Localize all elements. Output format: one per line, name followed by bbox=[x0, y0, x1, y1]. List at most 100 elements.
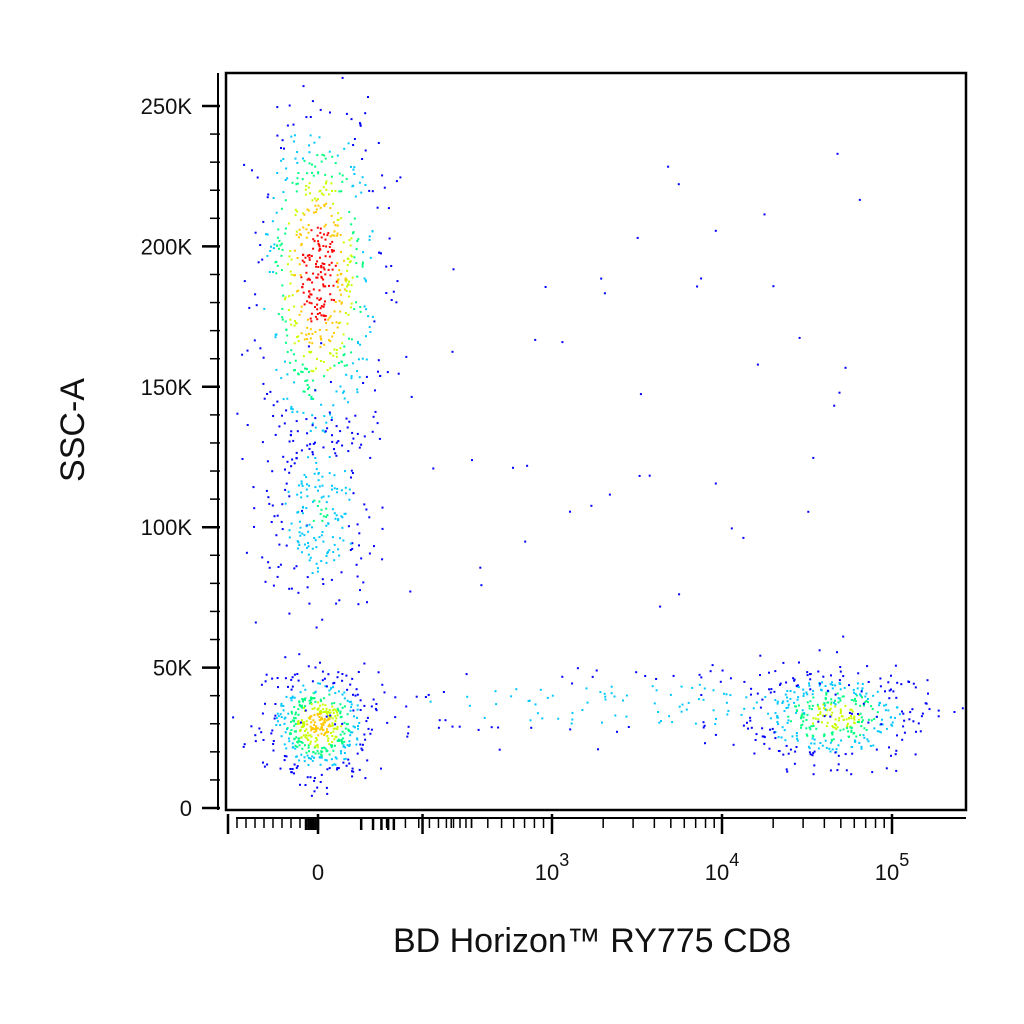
data-point bbox=[356, 240, 359, 242]
data-point bbox=[850, 717, 853, 720]
data-point bbox=[337, 519, 340, 522]
data-point bbox=[337, 709, 340, 712]
data-point bbox=[282, 158, 285, 160]
data-point bbox=[302, 283, 305, 286]
data-point bbox=[352, 168, 355, 171]
data-point bbox=[336, 234, 339, 237]
data-point bbox=[800, 724, 803, 727]
data-point bbox=[345, 373, 348, 376]
data-point bbox=[305, 184, 308, 187]
data-point bbox=[328, 255, 331, 258]
data-point bbox=[291, 695, 294, 698]
data-point bbox=[625, 694, 628, 697]
data-point bbox=[320, 403, 323, 406]
data-point bbox=[311, 526, 313, 529]
data-point bbox=[295, 457, 298, 460]
data-point bbox=[313, 790, 316, 793]
data-point bbox=[336, 285, 339, 288]
data-point bbox=[300, 305, 303, 308]
data-point bbox=[324, 314, 327, 317]
data-point bbox=[356, 716, 358, 719]
data-point bbox=[320, 160, 323, 163]
data-point bbox=[835, 728, 838, 731]
data-point bbox=[320, 534, 323, 537]
data-point bbox=[333, 249, 335, 252]
data-point bbox=[789, 697, 792, 700]
data-point bbox=[303, 744, 306, 747]
data-point bbox=[837, 701, 840, 704]
data-point bbox=[569, 510, 571, 513]
data-point bbox=[853, 739, 856, 742]
data-point bbox=[355, 262, 358, 265]
data-point bbox=[336, 154, 339, 157]
data-point bbox=[331, 321, 334, 324]
data-point bbox=[311, 422, 314, 425]
data-point bbox=[342, 744, 345, 747]
data-point bbox=[351, 770, 353, 773]
data-point bbox=[714, 723, 717, 726]
data-point bbox=[298, 263, 301, 266]
y-tick-label: 100K bbox=[141, 515, 193, 540]
data-point bbox=[871, 771, 874, 774]
data-point bbox=[271, 729, 274, 732]
data-point bbox=[324, 732, 326, 735]
data-point bbox=[811, 754, 814, 757]
data-point bbox=[315, 199, 318, 202]
data-point bbox=[246, 349, 249, 352]
data-point bbox=[817, 718, 820, 721]
data-point bbox=[829, 741, 832, 744]
data-point bbox=[324, 273, 327, 276]
data-point bbox=[743, 680, 746, 683]
data-point bbox=[360, 191, 363, 194]
data-point bbox=[322, 245, 325, 247]
data-point bbox=[367, 96, 369, 98]
data-point bbox=[299, 705, 302, 708]
data-point bbox=[381, 683, 384, 686]
data-point bbox=[308, 151, 311, 154]
data-point bbox=[396, 280, 399, 283]
data-point bbox=[828, 747, 831, 750]
data-point bbox=[293, 381, 296, 384]
data-point bbox=[356, 737, 359, 740]
data-point bbox=[318, 500, 321, 503]
data-point bbox=[896, 681, 899, 684]
data-point bbox=[806, 674, 809, 677]
data-point bbox=[342, 539, 345, 542]
data-point bbox=[808, 751, 811, 754]
data-point bbox=[855, 694, 858, 697]
data-point bbox=[364, 112, 367, 115]
data-point bbox=[300, 370, 303, 373]
data-point bbox=[284, 468, 286, 471]
data-point bbox=[281, 318, 284, 321]
data-point bbox=[795, 746, 798, 748]
data-point bbox=[323, 205, 326, 207]
data-point bbox=[342, 391, 345, 394]
data-point bbox=[721, 669, 724, 672]
x-tick-label: 103 bbox=[535, 850, 570, 885]
data-point bbox=[337, 212, 340, 215]
data-point bbox=[312, 519, 315, 522]
data-point bbox=[831, 684, 834, 686]
data-point bbox=[310, 229, 313, 232]
data-point bbox=[294, 744, 297, 747]
data-point bbox=[838, 391, 841, 394]
data-point bbox=[410, 395, 413, 398]
data-point bbox=[311, 414, 314, 417]
data-point bbox=[320, 732, 323, 735]
data-point bbox=[333, 543, 336, 546]
data-point bbox=[327, 522, 330, 525]
data-point bbox=[379, 375, 382, 377]
data-point bbox=[359, 343, 362, 346]
data-point bbox=[272, 740, 275, 742]
data-point bbox=[294, 369, 296, 372]
data-point bbox=[328, 689, 331, 692]
data-point bbox=[305, 476, 308, 478]
data-point bbox=[749, 716, 752, 719]
data-point bbox=[862, 702, 865, 705]
data-point bbox=[306, 300, 308, 303]
data-point bbox=[875, 748, 878, 751]
data-point bbox=[851, 752, 854, 755]
data-point bbox=[261, 712, 264, 715]
data-point bbox=[290, 430, 293, 433]
data-point bbox=[749, 719, 752, 722]
